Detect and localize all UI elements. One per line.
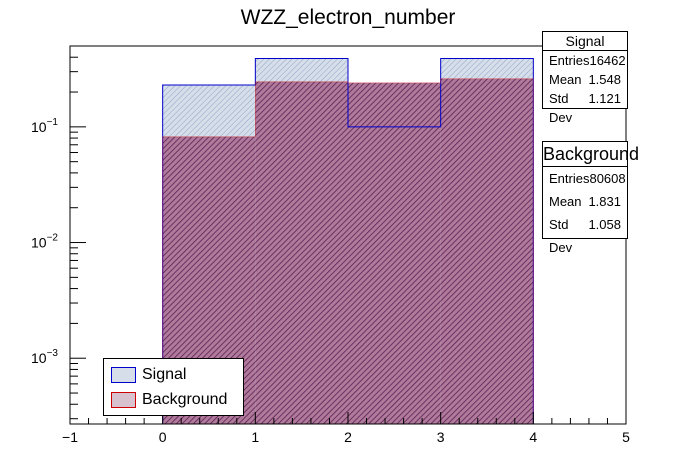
background-mean-label: Mean [549,194,582,209]
y-tick-label: 10−3 [31,348,58,366]
signal-std-value: 1.121 [588,91,621,106]
y-tick-label: 10−2 [31,233,58,251]
legend-item-signal: Signal [111,365,186,385]
signal-stats-box: Signal Entries 16462 Mean 1.548 Std Dev 1.1… [542,31,628,125]
signal-mean-value: 1.548 [588,72,621,87]
x-tick-label: 3 [437,429,445,445]
x-tick-label: 4 [529,429,537,445]
background-outline [162,78,534,424]
signal-std-label: Std Dev [549,91,573,125]
legend-item-background: Background [111,390,227,410]
background-bar [348,82,441,425]
background-bar [440,78,534,424]
background-mean-value: 1.831 [588,194,621,209]
signal-entries-label: Entries [549,53,590,68]
x-tick-label: 1 [251,429,259,445]
background-std-value: 1.058 [588,217,621,232]
x-tick-label: 5 [622,429,630,445]
legend-swatch-background [111,392,136,408]
legend: Signal Background [103,358,244,416]
signal-outline [162,57,534,424]
background-bar [255,81,348,424]
signal-stats-title: Signal [543,32,627,51]
background-entries-label: Entries [549,171,590,186]
background-std-label: Std Dev [549,217,573,255]
x-tick-label: 0 [159,429,167,445]
legend-label-signal: Signal [142,366,187,383]
x-tick-label: −1 [62,429,78,445]
background-stats-box: Background Entries 80608 Mean 1.831 Std De… [542,141,639,255]
legend-swatch-signal [111,367,136,383]
background-entries-value: 80608 [589,171,626,186]
signal-entries-value: 16462 [589,53,626,68]
y-tick-label: 10−1 [31,117,58,135]
background-stats-title: Background [543,142,639,167]
x-tick-label: 2 [344,429,352,445]
legend-label-background: Background [142,391,228,408]
chart-title: WZZ_electron_number [240,6,456,29]
signal-mean-label: Mean [549,72,582,87]
